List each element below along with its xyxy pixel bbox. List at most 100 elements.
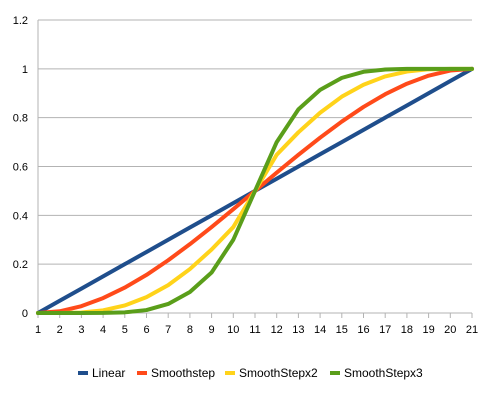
- data-point-smoothstepx3: [340, 76, 344, 80]
- y-tick-label: 0.8: [13, 113, 28, 125]
- data-point-smoothstepx3: [253, 189, 257, 193]
- data-point-smoothstep: [427, 74, 431, 78]
- axes: [37, 20, 473, 318]
- data-point-linear: [144, 250, 149, 254]
- x-tick-label: 11: [249, 324, 260, 336]
- x-tick-label: 8: [187, 324, 193, 336]
- x-tick-label: 15: [336, 324, 348, 336]
- data-point-smoothstepx2: [383, 74, 387, 79]
- data-point-linear: [275, 177, 279, 181]
- x-tick-label: 12: [271, 324, 283, 336]
- y-tick-label: 0.2: [13, 259, 28, 271]
- data-point-smoothstepx3: [448, 67, 452, 71]
- data-point-smoothstep: [231, 207, 235, 211]
- data-point-smoothstep: [318, 136, 322, 140]
- data-point-smoothstepx3: [275, 140, 279, 144]
- x-tick-label: 13: [292, 324, 304, 336]
- data-point-smoothstepx3: [36, 311, 40, 315]
- data-point-linear: [318, 152, 322, 156]
- data-point-smoothstepx3: [405, 67, 409, 71]
- data-point-smoothstep: [79, 304, 83, 308]
- x-tick-label: 9: [209, 324, 215, 336]
- data-point-linear: [361, 128, 366, 132]
- data-point-smoothstep: [275, 171, 279, 175]
- x-tick-label: 6: [143, 324, 149, 336]
- data-point-smoothstepx3: [101, 311, 105, 315]
- data-point-smoothstepx2: [188, 267, 192, 271]
- y-axis-tick-labels: 0 0.2 0.4 0.6 0.8 1 1.2: [13, 15, 28, 320]
- data-point-smoothstepx2: [361, 83, 366, 87]
- data-point-linear: [448, 79, 452, 83]
- data-point-smoothstepx3: [166, 302, 170, 306]
- data-point-linear: [123, 262, 127, 266]
- legend-label-smoothstepx2: SmoothStepx2: [239, 366, 318, 380]
- data-point-smoothstep: [101, 296, 105, 300]
- data-point-smoothstepx3: [318, 88, 322, 92]
- data-point-linear: [405, 103, 409, 108]
- y-tick-label: 1: [22, 64, 28, 76]
- legend-label-smoothstep: Smoothstep: [151, 366, 215, 380]
- x-tick-label: 7: [165, 324, 171, 336]
- data-point-linear: [296, 164, 300, 169]
- data-point-smoothstepx3: [123, 310, 127, 314]
- data-point-smoothstep: [210, 225, 214, 229]
- x-axis-tick-labels: 1 2 3 4 5 6 7 8 9 10 11 12 13 14 15 16 17 18 19 20 21: [35, 324, 478, 336]
- data-point-smoothstepx3: [361, 70, 366, 74]
- data-point-linear: [340, 140, 344, 144]
- y-tick-label: 0: [22, 308, 28, 320]
- data-point-linear: [166, 238, 170, 242]
- data-point-smoothstepx2: [296, 130, 300, 134]
- x-tick-label: 4: [100, 324, 106, 336]
- gridlines: [38, 19, 472, 314]
- data-point-smoothstepx3: [231, 238, 235, 242]
- y-tick-label: 1.2: [13, 15, 28, 27]
- data-point-linear: [58, 299, 62, 303]
- data-point-smoothstepx2: [231, 225, 235, 229]
- data-point-smoothstepx3: [470, 67, 474, 71]
- x-tick-label: 5: [122, 324, 128, 336]
- legend-label-smoothstepx3: SmoothStepx3: [344, 366, 423, 380]
- data-point-smoothstepx3: [296, 107, 300, 111]
- x-tick-label: 17: [379, 324, 391, 336]
- data-point-smoothstepx3: [58, 311, 62, 315]
- x-tick-label: 10: [227, 324, 239, 336]
- legend-label-linear: Linear: [92, 366, 125, 380]
- data-point-linear: [383, 116, 387, 120]
- data-point-smoothstep: [123, 286, 127, 290]
- x-tick-label: 14: [314, 324, 326, 336]
- data-point-linear: [79, 286, 83, 291]
- data-point-smoothstepx2: [318, 111, 322, 115]
- x-tick-label: 20: [444, 324, 456, 336]
- data-point-smoothstep: [383, 92, 387, 96]
- x-tick-label: 1: [35, 324, 41, 336]
- data-point-smoothstepx2: [210, 247, 214, 252]
- data-point-smoothstepx3: [210, 270, 214, 275]
- y-tick-label: 0.4: [13, 210, 28, 222]
- data-point-smoothstep: [361, 105, 366, 109]
- data-point-smoothstepx3: [427, 67, 431, 71]
- data-point-smoothstepx2: [340, 95, 344, 99]
- series-lines: [36, 66, 474, 315]
- data-point-smoothstepx3: [79, 311, 83, 315]
- data-point-smoothstepx2: [144, 295, 149, 299]
- x-tick-label: 19: [422, 324, 434, 336]
- x-tick-label: 18: [401, 324, 413, 336]
- data-point-smoothstepx2: [166, 283, 170, 287]
- data-point-smoothstep: [166, 258, 170, 262]
- data-point-linear: [101, 274, 105, 278]
- data-point-smoothstep: [340, 119, 344, 124]
- data-point-smoothstep: [144, 273, 149, 277]
- data-point-linear: [427, 91, 431, 95]
- x-tick-label: 16: [357, 324, 369, 336]
- data-point-smoothstepx3: [188, 290, 192, 294]
- x-tick-label: 2: [57, 324, 63, 336]
- data-point-smoothstep: [405, 82, 409, 86]
- data-point-smoothstepx3: [144, 308, 149, 312]
- data-point-smoothstep: [296, 153, 300, 157]
- legend: Linear Smoothstep SmoothStepx2 SmoothStepx3: [78, 366, 423, 380]
- data-point-linear: [188, 225, 192, 230]
- x-tick-label: 21: [466, 324, 478, 336]
- data-point-linear: [210, 213, 214, 217]
